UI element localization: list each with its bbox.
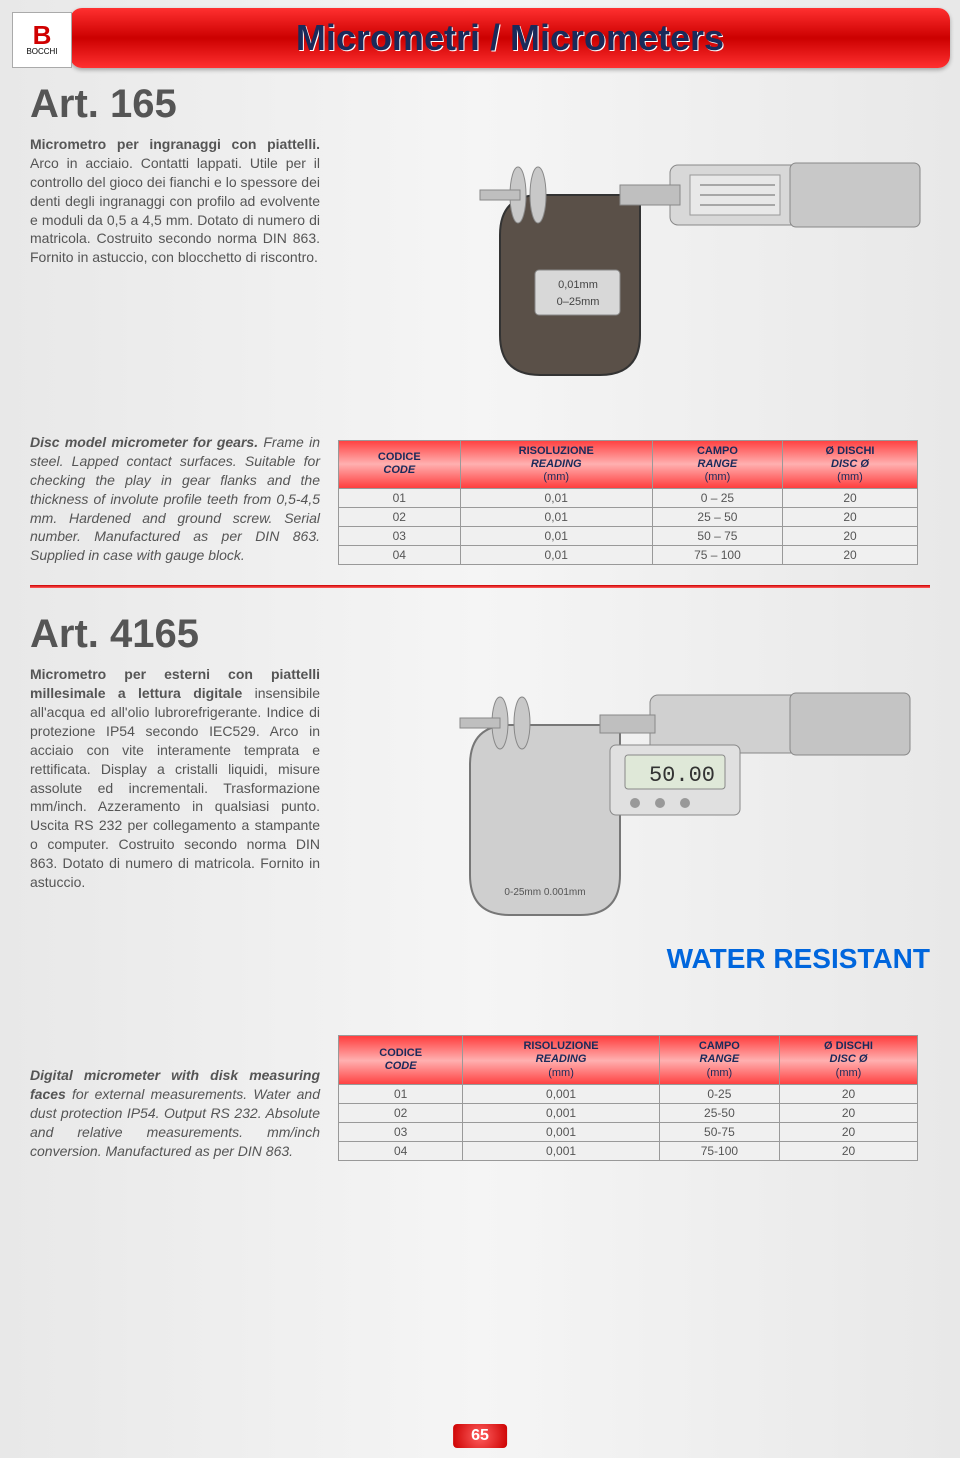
table-header-row: CODICECODE RISOLUZIONEREADING(mm) CAMPOR… — [339, 440, 918, 489]
table-row: 020,00125-5020 — [339, 1103, 918, 1122]
svg-text:0,01mm: 0,01mm — [558, 279, 598, 291]
micrometer-analog-image: 0,01mm 0–25mm — [360, 135, 930, 395]
desc-english: Disc model micrometer for gears. Frame i… — [30, 433, 320, 565]
table-cell: 0,001 — [463, 1141, 659, 1160]
col-codice: CODICECODE — [339, 1036, 463, 1085]
table-cell: 25-50 — [659, 1103, 779, 1122]
article-title: Art. 4165 — [30, 612, 930, 657]
col-campo: CAMPORANGE(mm) — [652, 440, 782, 489]
section-divider — [30, 585, 930, 588]
table-cell: 01 — [339, 489, 461, 508]
table-cell: 20 — [780, 1103, 918, 1122]
desc-en-rest: Frame in steel. Lapped contact surfaces.… — [30, 434, 320, 563]
table-cell: 0 – 25 — [652, 489, 782, 508]
table-cell: 20 — [783, 527, 918, 546]
table-cell: 0,01 — [460, 508, 652, 527]
page-title: Micrometri / Micrometers — [296, 17, 724, 59]
desc-italian: Micrometro per esterni con piattelli mil… — [30, 665, 320, 892]
logo-mark: B — [33, 24, 52, 47]
table-cell: 75-100 — [659, 1141, 779, 1160]
table-cell: 20 — [783, 508, 918, 527]
spec-table-165: CODICECODE RISOLUZIONEREADING(mm) CAMPOR… — [338, 440, 918, 566]
svg-text:0–25mm: 0–25mm — [557, 296, 600, 308]
table-cell: 0,01 — [460, 527, 652, 546]
table-cell: 03 — [339, 527, 461, 546]
table-row: 040,00175-10020 — [339, 1141, 918, 1160]
table-cell: 20 — [780, 1084, 918, 1103]
col-dischi: Ø DISCHIDISC Ø(mm) — [780, 1036, 918, 1085]
table-cell: 02 — [339, 508, 461, 527]
table-cell: 25 – 50 — [652, 508, 782, 527]
table-cell: 0-25 — [659, 1084, 779, 1103]
micrometer-digital-image: 50.00 0-25mm 0.001mm — [360, 655, 930, 935]
table-cell: 20 — [783, 546, 918, 565]
article-title: Art. 165 — [30, 82, 930, 127]
water-resistant-badge: WATER RESISTANT — [667, 943, 930, 975]
table-cell: 50-75 — [659, 1122, 779, 1141]
desc-it-bold: Micrometro per ingranaggi con piattelli. — [30, 136, 320, 152]
desc-english: Digital micrometer with disk measuring f… — [30, 1066, 320, 1160]
section-art-4165: Art. 4165 Micrometro per esterni con pia… — [30, 612, 930, 1161]
desc-italian: Micrometro per ingranaggi con piattelli.… — [30, 135, 320, 267]
page-header: Micrometri / Micrometers — [70, 8, 950, 68]
table-cell: 0,001 — [463, 1122, 659, 1141]
table-cell: 02 — [339, 1103, 463, 1122]
page-number: 65 — [453, 1424, 507, 1448]
desc-it-rest: insensibile all'acqua ed all'olio lubror… — [30, 685, 320, 890]
spec-table-4165: CODICECODE RISOLUZIONEREADING(mm) CAMPOR… — [338, 1035, 918, 1161]
logo-brand: BOCCHI — [26, 47, 57, 56]
svg-text:0-25mm 0.001mm: 0-25mm 0.001mm — [504, 887, 585, 898]
table-row: 010,010 – 2520 — [339, 489, 918, 508]
table-cell: 75 – 100 — [652, 546, 782, 565]
col-codice: CODICECODE — [339, 440, 461, 489]
table-cell: 04 — [339, 546, 461, 565]
table-row: 030,00150-7520 — [339, 1122, 918, 1141]
table-cell: 20 — [780, 1122, 918, 1141]
col-risoluzione: RISOLUZIONEREADING(mm) — [463, 1036, 659, 1085]
table-header-row: CODICECODE RISOLUZIONEREADING(mm) CAMPOR… — [339, 1036, 918, 1085]
table-body-4165: 010,0010-2520020,00125-5020030,00150-752… — [339, 1084, 918, 1160]
section-art-165: Art. 165 Micrometro per ingranaggi con p… — [30, 82, 930, 565]
table-cell: 04 — [339, 1141, 463, 1160]
table-body-165: 010,010 – 2520020,0125 – 5020030,0150 – … — [339, 489, 918, 565]
desc-en-rest: for external measurements. Water and dus… — [30, 1086, 320, 1159]
svg-text:50.00: 50.00 — [649, 763, 715, 788]
table-cell: 03 — [339, 1122, 463, 1141]
table-cell: 50 – 75 — [652, 527, 782, 546]
table-row: 030,0150 – 7520 — [339, 527, 918, 546]
table-cell: 01 — [339, 1084, 463, 1103]
col-risoluzione: RISOLUZIONEREADING(mm) — [460, 440, 652, 489]
table-cell: 0,001 — [463, 1084, 659, 1103]
desc-it-rest: Arco in acciaio. Contatti lappati. Utile… — [30, 155, 320, 265]
table-cell: 0,01 — [460, 546, 652, 565]
table-row: 020,0125 – 5020 — [339, 508, 918, 527]
col-campo: CAMPORANGE(mm) — [659, 1036, 779, 1085]
table-row: 040,0175 – 10020 — [339, 546, 918, 565]
brand-logo: B BOCCHI — [12, 12, 72, 68]
table-cell: 20 — [783, 489, 918, 508]
table-cell: 0,001 — [463, 1103, 659, 1122]
col-dischi: Ø DISCHIDISC Ø(mm) — [783, 440, 918, 489]
table-row: 010,0010-2520 — [339, 1084, 918, 1103]
desc-en-bold: Disc model micrometer for gears. — [30, 434, 258, 450]
table-cell: 20 — [780, 1141, 918, 1160]
table-cell: 0,01 — [460, 489, 652, 508]
